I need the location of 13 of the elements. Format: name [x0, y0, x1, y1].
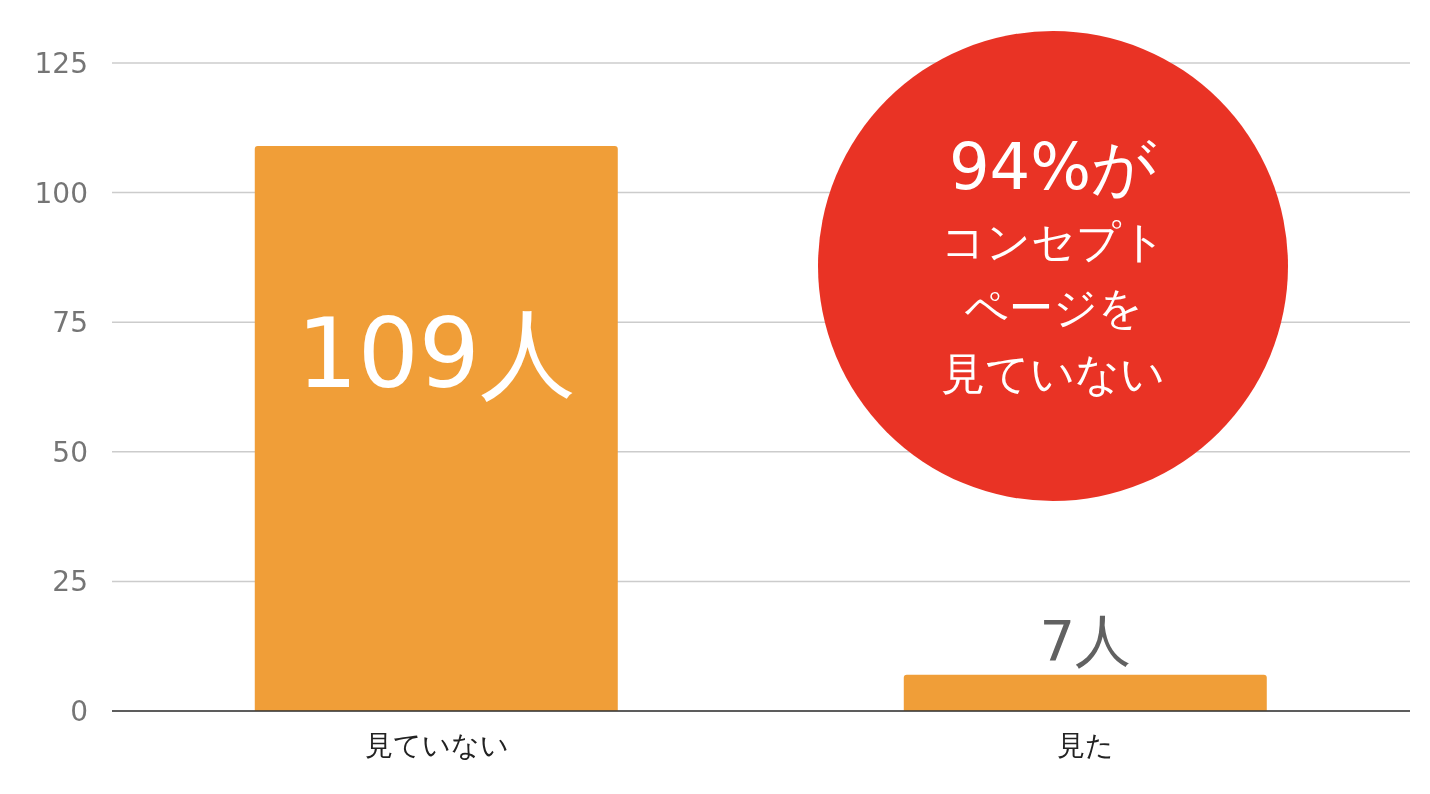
- y-tick-label: 50: [52, 435, 88, 469]
- x-tick-label: 見た: [1057, 728, 1114, 762]
- annotation: ページを: [963, 281, 1143, 335]
- data-label: 109人: [296, 298, 576, 411]
- data-label: 7人: [1039, 607, 1132, 673]
- annotation: 見ていない: [941, 347, 1165, 401]
- y-tick-label: 75: [52, 306, 88, 340]
- annotation: 94%が: [948, 129, 1158, 206]
- annotation: コンセプト: [940, 215, 1166, 269]
- y-tick-label: 125: [34, 46, 88, 80]
- y-tick-label: 100: [34, 176, 88, 210]
- y-tick-label: 25: [52, 565, 88, 599]
- y-tick-label: 0: [70, 694, 88, 728]
